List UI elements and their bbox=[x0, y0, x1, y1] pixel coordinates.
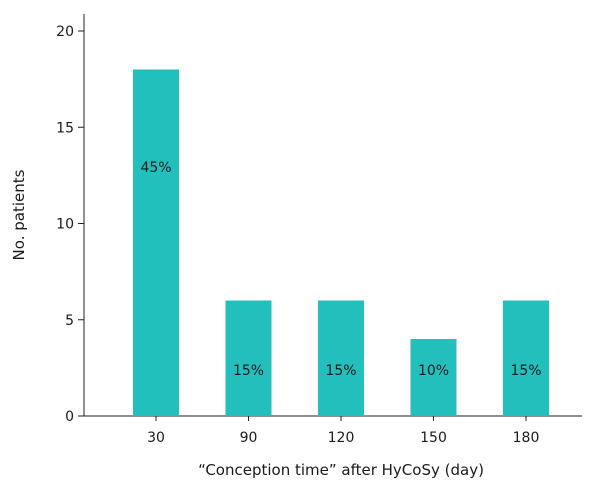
bar bbox=[410, 339, 457, 416]
x-tick-label: 90 bbox=[240, 430, 258, 446]
y-axis-title: No. patients bbox=[10, 169, 28, 260]
y-tick-label: 15 bbox=[56, 120, 74, 136]
bar-labels: 45% 15% 15% 10% 15% bbox=[140, 160, 541, 379]
x-ticks: 30 90 120 150 180 bbox=[147, 416, 539, 446]
bars bbox=[133, 69, 549, 416]
x-tick-label: 120 bbox=[328, 430, 355, 446]
bar-data-label: 15% bbox=[233, 363, 264, 379]
y-tick-label: 5 bbox=[65, 313, 74, 329]
x-tick-label: 30 bbox=[147, 430, 165, 446]
bar-data-label: 15% bbox=[325, 363, 356, 379]
x-tick-label: 180 bbox=[513, 430, 540, 446]
bar bbox=[133, 69, 179, 416]
y-tick-label: 10 bbox=[56, 217, 74, 233]
y-axis: 0 5 10 15 20 No. patients bbox=[10, 14, 85, 425]
x-axis: 30 90 120 150 180 “Conception time” after Hy… bbox=[84, 415, 582, 479]
bar bbox=[225, 300, 272, 416]
x-tick-label: 150 bbox=[420, 430, 447, 446]
bar-data-label: 15% bbox=[510, 363, 541, 379]
bar bbox=[503, 300, 549, 416]
y-tick-label: 20 bbox=[56, 24, 74, 40]
y-tick-label: 0 bbox=[65, 409, 74, 425]
y-ticks: 0 5 10 15 20 bbox=[56, 24, 84, 425]
bar-data-label: 45% bbox=[140, 160, 171, 176]
x-axis-title: “Conception time” after HyCoSy (day) bbox=[198, 461, 484, 479]
bar bbox=[318, 300, 364, 416]
bar-data-label: 10% bbox=[418, 363, 449, 379]
